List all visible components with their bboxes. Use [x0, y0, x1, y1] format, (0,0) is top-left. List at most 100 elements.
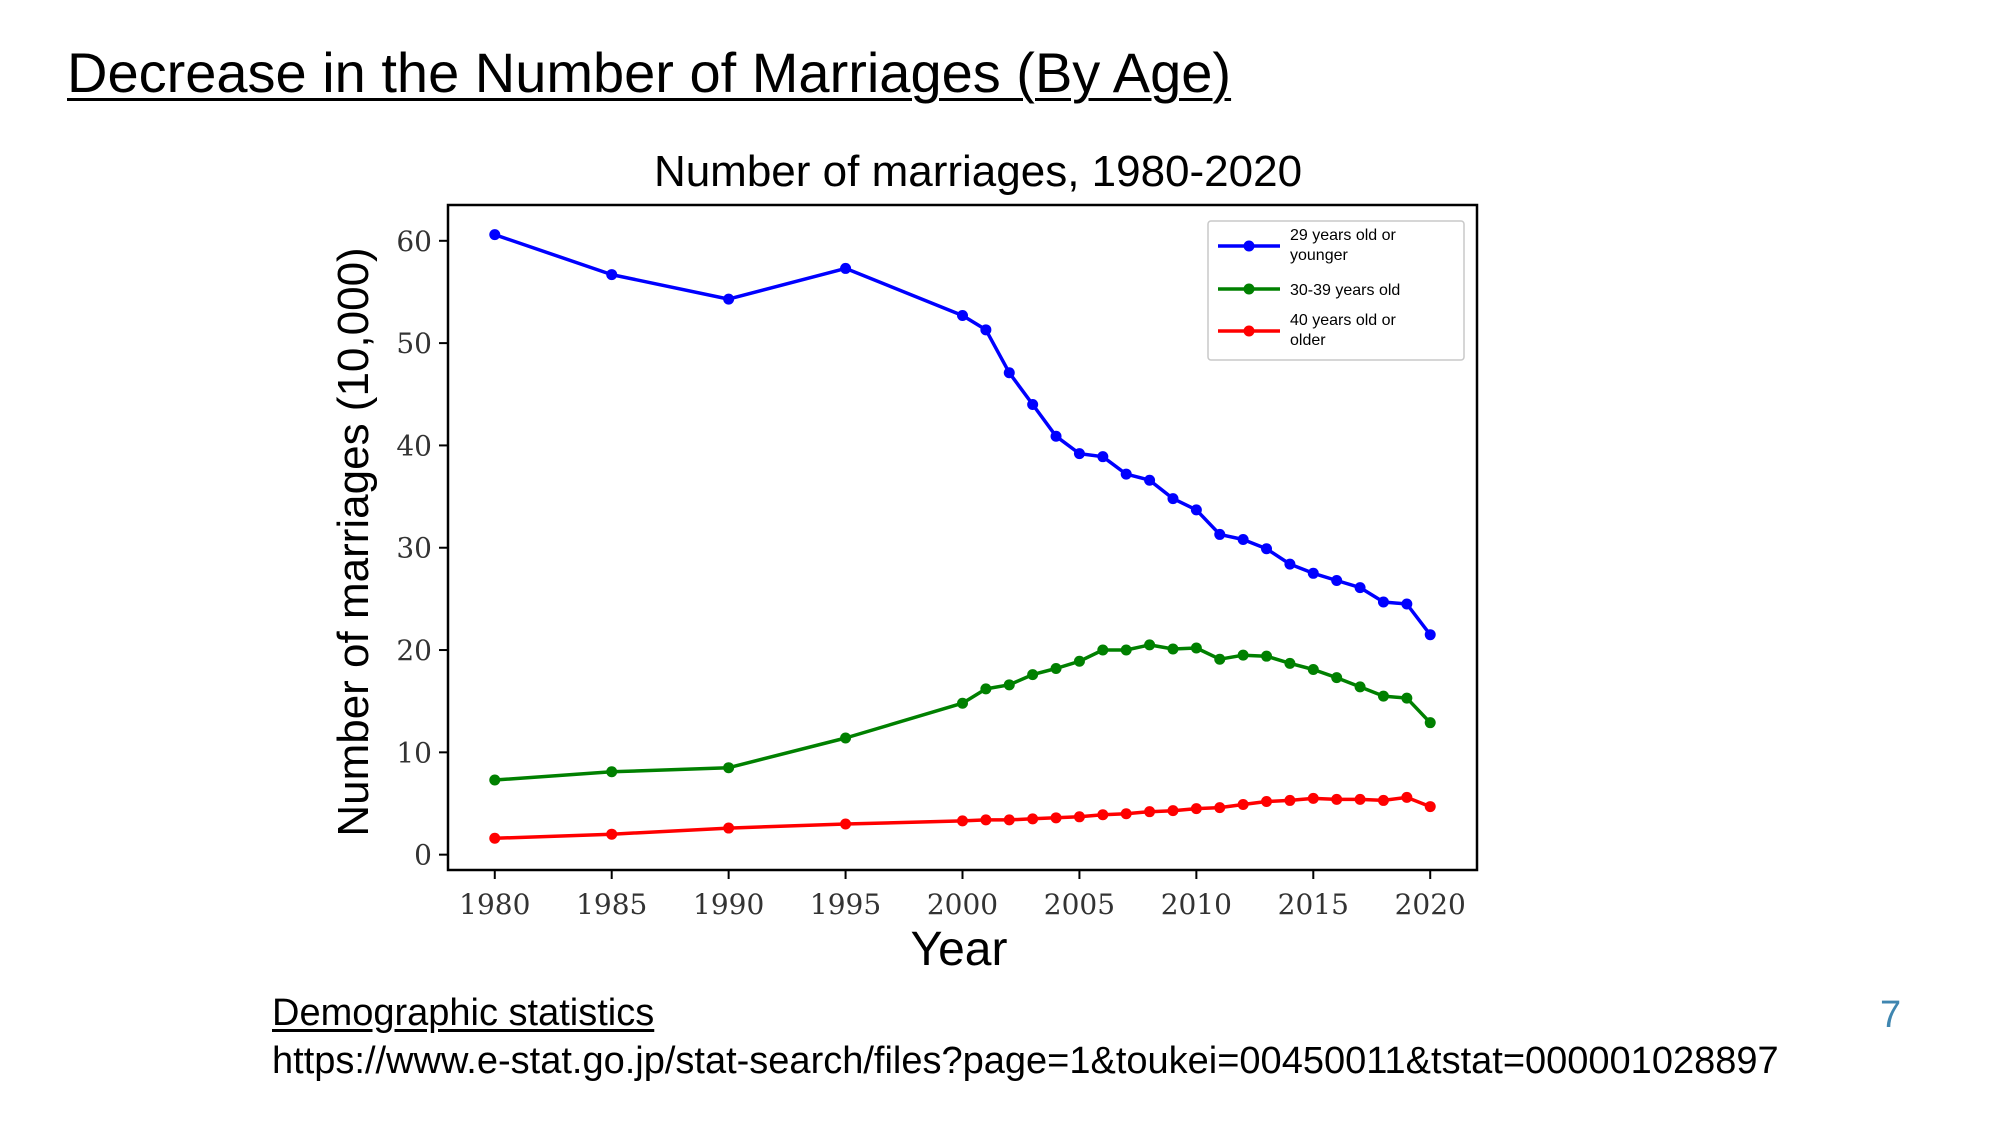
data-point	[1167, 805, 1179, 817]
data-point	[1003, 679, 1015, 691]
data-point	[489, 229, 501, 241]
data-point	[1120, 644, 1132, 656]
data-point	[1144, 806, 1156, 818]
data-point	[723, 762, 735, 774]
y-tick-label: 40	[396, 429, 432, 462]
data-point	[1097, 451, 1109, 463]
data-point	[980, 683, 992, 695]
data-point	[957, 309, 968, 321]
data-point	[1050, 812, 1062, 824]
data-point	[840, 818, 852, 830]
data-point	[840, 732, 852, 744]
data-point	[489, 832, 501, 844]
legend-label: 29 years old or younger	[1290, 227, 1397, 264]
data-point	[980, 814, 992, 826]
data-point	[1214, 802, 1226, 814]
data-point	[1050, 430, 1062, 442]
data-point	[1307, 663, 1319, 675]
y-tick-label: 20	[396, 634, 432, 667]
data-point	[1401, 791, 1413, 803]
data-point	[723, 293, 735, 305]
data-point	[1401, 598, 1413, 610]
data-point	[1331, 793, 1343, 805]
x-tick-label: 1995	[810, 888, 881, 921]
data-point	[1027, 813, 1039, 825]
data-point	[606, 828, 618, 840]
data-point	[1261, 650, 1273, 662]
data-point	[1214, 528, 1226, 540]
data-point	[957, 815, 968, 827]
page-number: 7	[1880, 994, 1902, 1036]
data-point	[1331, 672, 1343, 684]
chart-title: Number of marriages, 1980-2020	[654, 147, 1302, 196]
data-point	[1073, 448, 1085, 460]
data-point	[1377, 596, 1389, 608]
x-tick-label: 1980	[459, 888, 530, 921]
data-point	[1377, 690, 1389, 702]
legend-label: 40 years old or older	[1290, 312, 1397, 349]
data-point	[1167, 643, 1179, 655]
data-point	[489, 774, 501, 786]
data-point	[1284, 558, 1296, 570]
y-tick-label: 10	[396, 736, 432, 769]
data-point	[1027, 669, 1039, 681]
data-point	[1073, 655, 1085, 667]
x-tick-label: 2020	[1395, 888, 1466, 921]
x-axis-label: Year	[911, 923, 1008, 976]
data-point	[723, 822, 735, 834]
x-tick-label: 1985	[576, 888, 647, 921]
y-tick-label: 0	[414, 839, 432, 872]
source-url[interactable]: https://www.e-stat.go.jp/stat-search/fil…	[272, 1040, 1779, 1082]
x-tick-label: 1990	[693, 888, 764, 921]
data-point	[1214, 653, 1226, 665]
data-point	[606, 269, 618, 281]
legend-marker	[1243, 325, 1255, 337]
legend-marker	[1243, 240, 1255, 252]
data-point	[1097, 644, 1109, 656]
data-point	[1377, 794, 1389, 806]
data-point	[1354, 681, 1366, 693]
y-tick-label: 60	[396, 225, 432, 258]
data-point	[1424, 801, 1436, 813]
legend-label: 30-39 years old	[1290, 282, 1400, 299]
data-point	[1097, 809, 1109, 821]
data-point	[840, 262, 852, 274]
data-point	[1003, 367, 1015, 379]
source-link[interactable]: Demographic statistics	[272, 992, 655, 1034]
x-tick-label: 2015	[1278, 888, 1349, 921]
data-point	[1307, 567, 1319, 579]
data-point	[1284, 794, 1296, 806]
slide-title: Decrease in the Number of Marriages (By …	[67, 41, 1232, 104]
x-tick-label: 2000	[927, 888, 998, 921]
data-point	[606, 766, 618, 778]
data-point	[957, 697, 968, 709]
data-point	[1261, 543, 1273, 555]
data-point	[1401, 692, 1413, 704]
data-point	[1144, 474, 1156, 486]
data-point	[1003, 814, 1015, 826]
data-point	[1424, 629, 1436, 641]
data-point	[1237, 649, 1249, 661]
data-point	[1073, 811, 1085, 823]
data-point	[1120, 808, 1132, 820]
data-point	[980, 324, 992, 336]
data-point	[1307, 792, 1319, 804]
data-point	[1190, 803, 1202, 815]
legend-box	[1207, 220, 1465, 361]
data-point	[1261, 795, 1273, 807]
y-axis-label: Number of marriages (10,000)	[329, 247, 378, 836]
data-point	[1237, 799, 1249, 811]
data-point	[1331, 574, 1343, 586]
legend-marker	[1243, 283, 1255, 295]
y-tick-label: 50	[396, 327, 432, 360]
data-point	[1424, 717, 1436, 729]
data-point	[1167, 493, 1179, 505]
x-tick-label: 2005	[1044, 888, 1115, 921]
data-point	[1284, 657, 1296, 669]
data-point	[1354, 582, 1366, 594]
data-point	[1190, 504, 1202, 516]
y-tick-label: 30	[396, 532, 432, 565]
data-point	[1120, 468, 1132, 480]
data-point	[1050, 662, 1062, 674]
